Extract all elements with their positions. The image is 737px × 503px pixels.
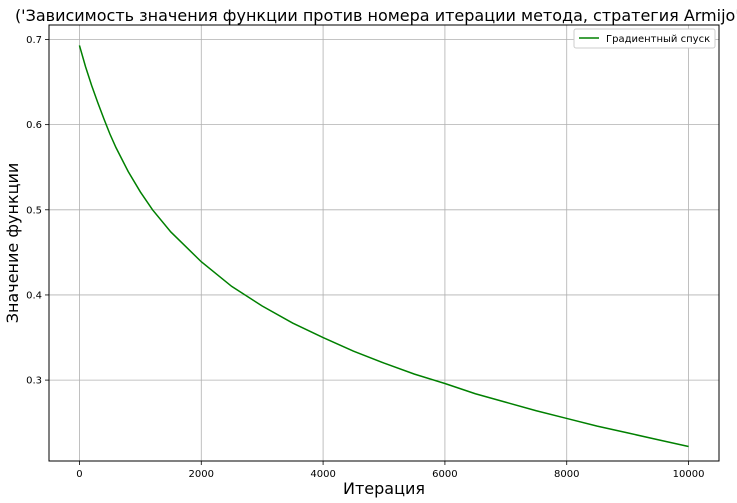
legend-box	[573, 28, 716, 49]
x-tick-label: 4000	[310, 469, 335, 480]
axis-ticks: 0 2000 4000 6000 8000 10000 0.3 0.4 0.5 0.6 0.7	[26, 35, 704, 480]
y-tick-label: 0.5	[26, 205, 42, 216]
y-axis-label: Значение функции	[3, 163, 22, 324]
y-tick-label: 0.6	[26, 120, 42, 131]
x-tick-label: 2000	[189, 469, 214, 480]
series-line-gradient-descent	[78, 45, 689, 448]
x-tick-label: 6000	[432, 469, 457, 480]
x-tick-label: 10000	[673, 469, 705, 480]
plot-frame	[48, 24, 720, 462]
x-axis-label: Итерация	[343, 479, 425, 498]
y-tick-label: 0.4	[26, 290, 42, 301]
y-tick-label: 0.7	[26, 35, 42, 46]
legend: Градиентный спуск	[573, 28, 716, 49]
x-tick-label: 8000	[554, 469, 579, 480]
grid	[49, 25, 719, 461]
legend-label: Градиентный спуск	[606, 34, 710, 45]
y-tick-label: 0.3	[26, 376, 42, 387]
x-tick-label: 0	[76, 469, 82, 480]
chart-title: ('Зависимость значения функции против но…	[15, 6, 737, 25]
